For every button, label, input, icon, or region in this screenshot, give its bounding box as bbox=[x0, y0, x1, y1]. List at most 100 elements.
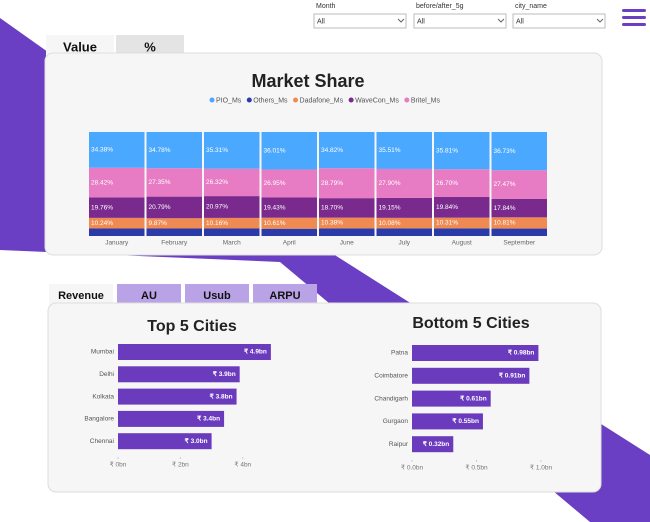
bar bbox=[412, 367, 530, 384]
data-label: ₹ 3.4bn bbox=[197, 415, 220, 423]
y-tick-label: Chennai bbox=[90, 438, 114, 445]
data-label: 10.16% bbox=[206, 220, 228, 227]
menu-line bbox=[622, 16, 646, 19]
filter-value: All bbox=[317, 18, 325, 25]
data-label: 10.81% bbox=[494, 220, 516, 227]
data-label: 19.76% bbox=[91, 204, 113, 211]
bar-segment bbox=[89, 167, 145, 198]
x-tick-label: September bbox=[503, 240, 536, 247]
data-label: 10.08% bbox=[379, 220, 401, 227]
data-label: 28.42% bbox=[91, 179, 113, 186]
bar-segment bbox=[261, 197, 317, 218]
data-label: 26.95% bbox=[264, 180, 286, 187]
x-tick-label: ₹ 0.5bn bbox=[465, 464, 488, 472]
y-tick-label: Gurgaon bbox=[383, 418, 409, 425]
tab-label: Usub bbox=[203, 290, 231, 302]
bar-segment bbox=[89, 217, 145, 229]
x-tick-label: ₹ 0.0bn bbox=[401, 464, 424, 472]
y-tick-label: Delhi bbox=[99, 371, 114, 378]
bar bbox=[118, 366, 240, 383]
bar-segment bbox=[376, 132, 432, 169]
tab[interactable] bbox=[185, 284, 249, 306]
filter-dropdown[interactable] bbox=[512, 13, 606, 29]
bar-segment bbox=[204, 168, 260, 197]
x-tick-label: March bbox=[223, 240, 241, 247]
tab-label: Revenue bbox=[58, 290, 104, 302]
data-label: ₹ 0.91bn bbox=[499, 372, 526, 380]
bar-segment bbox=[89, 228, 145, 236]
bar bbox=[412, 390, 491, 407]
bar-segment bbox=[376, 217, 432, 229]
bar-segment bbox=[434, 169, 490, 198]
bar-segment bbox=[146, 228, 202, 236]
legend-label: Others_Ms bbox=[253, 97, 288, 104]
bar-segment bbox=[376, 228, 432, 236]
menu-icon[interactable] bbox=[622, 9, 646, 26]
bar bbox=[118, 433, 212, 450]
data-label: 26.70% bbox=[436, 180, 458, 187]
chart-title: Market Share bbox=[251, 71, 364, 91]
bar-segment bbox=[376, 197, 432, 218]
data-label: ₹ 0.98bn bbox=[508, 349, 535, 357]
bar bbox=[118, 410, 225, 427]
bar-segment bbox=[146, 168, 202, 197]
bar-segment bbox=[204, 217, 260, 229]
dropdown-arrow bbox=[497, 18, 505, 23]
x-tick-label: April bbox=[283, 240, 297, 247]
bar-segment bbox=[319, 228, 375, 236]
bar-segment bbox=[491, 132, 547, 171]
tab[interactable] bbox=[117, 284, 181, 306]
bar-segment bbox=[319, 168, 375, 199]
bar-segment bbox=[491, 170, 547, 199]
bar-segment bbox=[491, 198, 547, 218]
data-label: 35.51% bbox=[379, 147, 401, 154]
bar-segment bbox=[491, 228, 547, 236]
filter-dropdown[interactable] bbox=[413, 13, 507, 29]
data-label: ₹ 0.32bn bbox=[423, 440, 450, 448]
data-label: 10.38% bbox=[321, 220, 343, 227]
data-label: 19.84% bbox=[436, 204, 458, 211]
legend-label: WaveCon_Ms bbox=[355, 97, 399, 104]
x-tick-label: June bbox=[340, 240, 354, 247]
data-label: 34.38% bbox=[91, 147, 113, 154]
bar-segment bbox=[204, 196, 260, 218]
legend-label: Dadafone_Ms bbox=[300, 97, 344, 104]
chart-title: Bottom 5 Cities bbox=[412, 315, 529, 332]
y-tick-label: Raipur bbox=[389, 441, 409, 448]
bar-segment bbox=[319, 217, 375, 229]
filter-label: Month bbox=[316, 3, 336, 10]
legend-swatch bbox=[246, 97, 252, 103]
bar-segment bbox=[204, 228, 260, 236]
tab[interactable] bbox=[253, 284, 317, 306]
data-label: 34.82% bbox=[321, 147, 343, 154]
bar bbox=[118, 388, 237, 405]
filter-label: city_name bbox=[515, 3, 547, 10]
data-label: 19.15% bbox=[379, 205, 401, 212]
y-tick-label: Coimbatore bbox=[374, 373, 408, 380]
x-tick-label: ₹ 4bn bbox=[234, 461, 251, 469]
filter-value: All bbox=[516, 18, 524, 25]
data-label: 28.79% bbox=[321, 180, 343, 187]
tab-label: Value bbox=[63, 39, 97, 54]
data-label: ₹ 3.0bn bbox=[185, 437, 208, 445]
bar-segment bbox=[89, 197, 145, 218]
data-label: 36.73% bbox=[494, 148, 516, 155]
charts: Market Share PIO_Ms Others_Ms Dadafone_Ms Wa… bbox=[84, 71, 552, 472]
tab[interactable] bbox=[49, 284, 113, 306]
data-label: ₹ 4.9bn bbox=[244, 348, 267, 356]
bar-segment bbox=[319, 198, 375, 218]
data-label: 17.84% bbox=[494, 205, 516, 212]
filter-dropdown[interactable] bbox=[313, 13, 407, 29]
x-tick-label: August bbox=[452, 240, 472, 247]
data-label: 35.81% bbox=[436, 147, 458, 154]
legend-label: Britel_Ms bbox=[411, 97, 441, 104]
y-tick-label: Mumbai bbox=[91, 349, 114, 356]
data-label: 10.61% bbox=[264, 220, 286, 227]
data-label: ₹ 3.9bn bbox=[213, 370, 236, 378]
legend-label: PIO_Ms bbox=[216, 97, 242, 104]
x-tick-label: July bbox=[398, 240, 410, 247]
data-label: 35.31% bbox=[206, 147, 228, 154]
bar-segment bbox=[146, 218, 202, 229]
bar bbox=[412, 436, 454, 453]
tab-label: ARPU bbox=[269, 290, 300, 302]
